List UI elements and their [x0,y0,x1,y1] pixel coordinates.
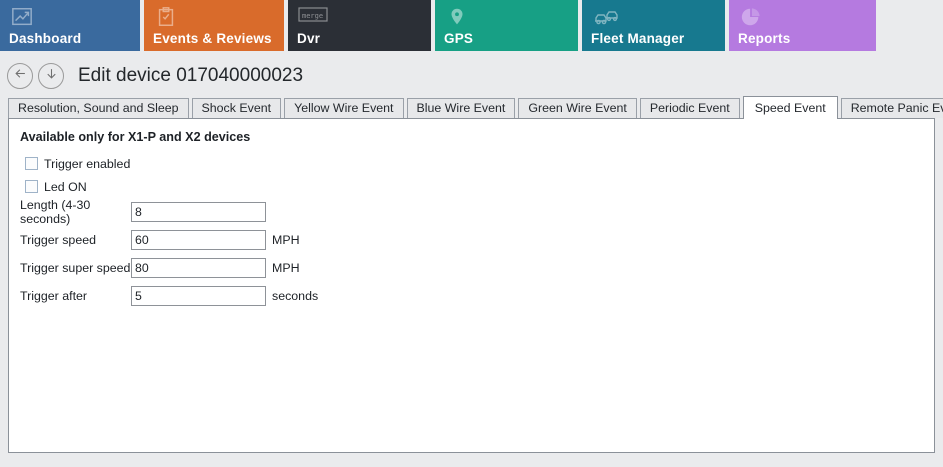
nav-tile-label: Dvr [297,31,321,46]
back-button[interactable] [7,62,33,89]
led-on-checkbox[interactable] [25,180,38,193]
length-input[interactable] [131,202,266,222]
svg-text:merge: merge [302,12,323,20]
nav-tile-gps[interactable]: GPS [435,0,578,51]
nav-tile-label: Events & Reviews [153,31,272,46]
tab-yellow-wire-event[interactable]: Yellow Wire Event [284,98,404,118]
nav-tile-fleet-manager[interactable]: Fleet Manager [582,0,725,51]
clipboard-check-icon [154,6,178,28]
nav-tile-label: Fleet Manager [591,31,685,46]
nav-tile-dashboard[interactable]: Dashboard [0,0,140,51]
field-row-trigger-after: Trigger after seconds [18,284,934,308]
field-row-trigger-super-speed: Trigger super speed MPH [18,256,934,280]
nav-tile-label: Reports [738,31,791,46]
trigger-after-input[interactable] [131,286,266,306]
arrow-down-circle-icon [44,66,59,86]
tab-bar: Resolution, Sound and Sleep Shock Event … [8,96,943,119]
led-on-label: Led ON [44,179,87,194]
monitor-icon: merge [298,6,328,28]
download-button[interactable] [38,62,64,89]
nav-tile-dvr[interactable]: merge Dvr [288,0,431,51]
chart-line-icon [10,6,34,28]
trigger-speed-input[interactable] [131,230,266,250]
tab-shock-event[interactable]: Shock Event [191,98,282,118]
nav-tile-reports[interactable]: Reports [729,0,876,51]
tab-blue-wire-event[interactable]: Blue Wire Event [406,98,516,118]
pie-chart-icon [739,6,763,28]
trigger-after-label: Trigger after [20,289,88,303]
trigger-super-speed-input[interactable] [131,258,266,278]
checkbox-row-trigger-enabled[interactable]: Trigger enabled [25,153,934,174]
main-navigation: Dashboard Events & Reviews merge Dvr [0,0,943,55]
page-header: Edit device 017040000023 [0,55,943,96]
field-row-trigger-speed: Trigger speed MPH [18,228,934,252]
nav-tile-label: Dashboard [9,31,82,46]
trigger-speed-unit: MPH [272,233,300,247]
trigger-enabled-label: Trigger enabled [44,156,131,171]
nav-tile-label: GPS [444,31,474,46]
cars-icon [592,6,618,28]
tab-periodic-event[interactable]: Periodic Event [639,98,740,118]
trigger-enabled-checkbox[interactable] [25,157,38,170]
tab-speed-event[interactable]: Speed Event [742,96,838,119]
tab-remote-panic-event[interactable]: Remote Panic Event [840,98,943,118]
trigger-super-speed-unit: MPH [272,261,300,275]
speed-event-panel: Available only for X1-P and X2 devices T… [8,118,935,453]
page-title: Edit device 017040000023 [78,64,304,86]
panel-section-title: Available only for X1-P and X2 devices [20,130,251,144]
arrow-left-circle-icon [13,66,28,86]
trigger-speed-label: Trigger speed [20,233,96,247]
map-pin-icon [445,6,469,28]
nav-tile-events-reviews[interactable]: Events & Reviews [144,0,284,51]
length-label: Length (4-30 seconds) [20,198,91,226]
trigger-after-unit: seconds [272,289,319,303]
checkbox-row-led-on[interactable]: Led ON [25,176,934,197]
trigger-super-speed-label: Trigger super speed [20,261,131,275]
field-row-length: Length (4-30 seconds) [18,198,934,226]
tab-green-wire-event[interactable]: Green Wire Event [518,98,637,118]
tab-resolution-sound-sleep[interactable]: Resolution, Sound and Sleep [8,98,189,118]
